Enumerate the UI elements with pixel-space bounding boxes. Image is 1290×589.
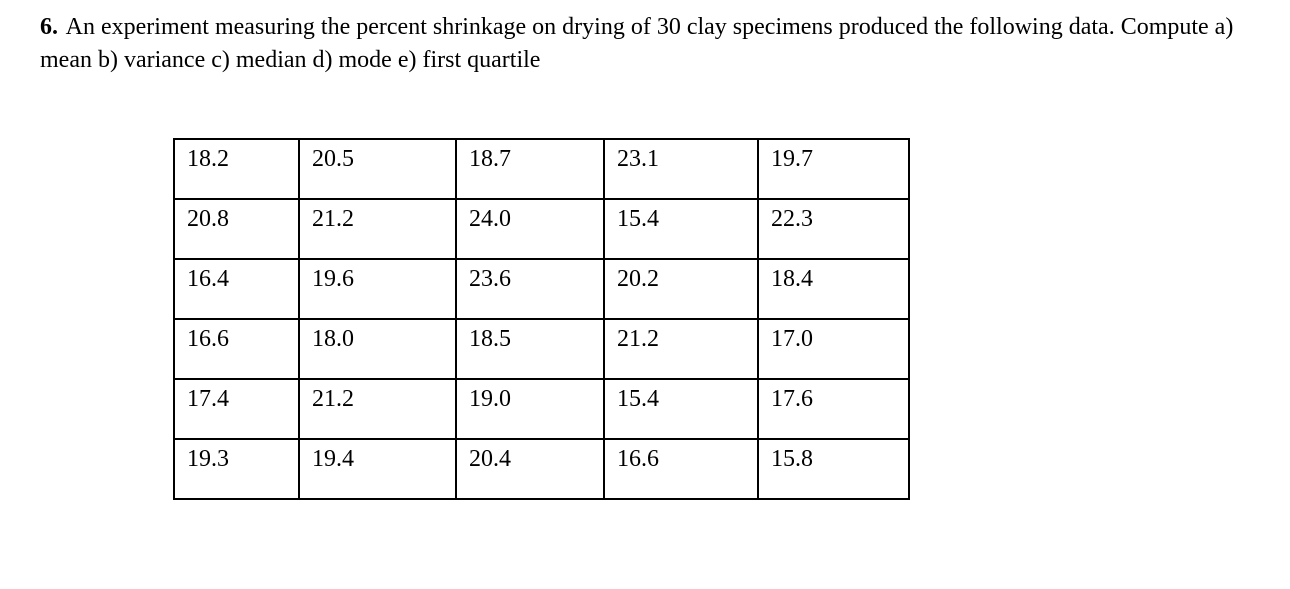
table-cell: 15.4 (603, 378, 759, 440)
table-cell: 18.0 (298, 318, 457, 380)
table-cell: 16.6 (173, 318, 300, 380)
table-cell: 15.4 (603, 198, 759, 260)
table-cell: 18.5 (455, 318, 605, 380)
table-cell: 19.7 (757, 138, 910, 200)
table-cell: 20.2 (603, 258, 759, 320)
table-cell: 20.8 (173, 198, 300, 260)
table-cell: 19.3 (173, 438, 300, 500)
table-row: 17.4 21.2 19.0 15.4 17.6 (173, 378, 910, 440)
table-row: 16.6 18.0 18.5 21.2 17.0 (173, 318, 910, 380)
table-cell: 15.8 (757, 438, 910, 500)
table-cell: 16.6 (603, 438, 759, 500)
table-row: 16.4 19.6 23.6 20.2 18.4 (173, 258, 910, 320)
problem-number: 6. (40, 14, 58, 40)
problem-statement: 6. An experiment measuring the percent sh… (40, 11, 1290, 77)
table-cell: 17.0 (757, 318, 910, 380)
table-row: 19.3 19.4 20.4 16.6 15.8 (173, 438, 910, 500)
table-cell: 21.2 (298, 198, 457, 260)
table-cell: 20.5 (298, 138, 457, 200)
table-cell: 17.6 (757, 378, 910, 440)
table-cell: 21.2 (298, 378, 457, 440)
table-row: 18.2 20.5 18.7 23.1 19.7 (173, 138, 910, 200)
table-cell: 16.4 (173, 258, 300, 320)
problem-text: An experiment measuring the percent shri… (40, 14, 1234, 73)
table-cell: 17.4 (173, 378, 300, 440)
table-cell: 20.4 (455, 438, 605, 500)
table-cell: 21.2 (603, 318, 759, 380)
table-cell: 19.4 (298, 438, 457, 500)
shrinkage-data-table: 18.2 20.5 18.7 23.1 19.7 20.8 21.2 24.0 … (173, 138, 910, 500)
table-cell: 22.3 (757, 198, 910, 260)
table-row: 20.8 21.2 24.0 15.4 22.3 (173, 198, 910, 260)
table-cell: 18.4 (757, 258, 910, 320)
table-cell: 24.0 (455, 198, 605, 260)
table-cell: 19.6 (298, 258, 457, 320)
table-cell: 23.1 (603, 138, 759, 200)
table-cell: 23.6 (455, 258, 605, 320)
table-cell: 18.2 (173, 138, 300, 200)
table-cell: 18.7 (455, 138, 605, 200)
table-cell: 19.0 (455, 378, 605, 440)
